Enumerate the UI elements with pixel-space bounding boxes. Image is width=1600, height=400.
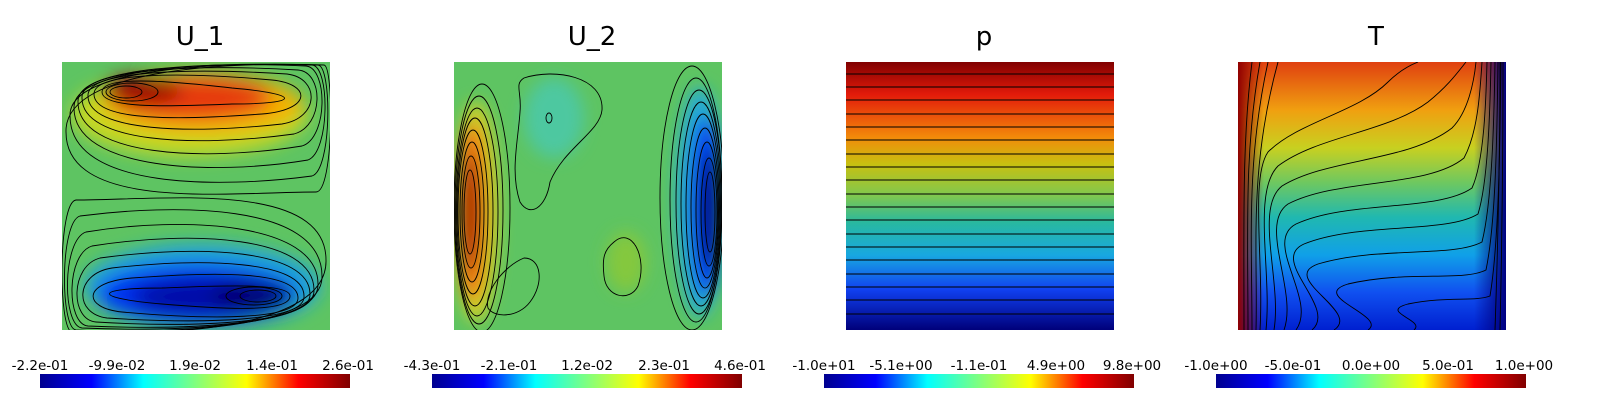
colorbar-ticks: -4.3e-01 -2.1e-01 1.2e-02 2.3e-01 4.6e-0… <box>402 358 782 374</box>
colorbar-tick-label: -5.1e+00 <box>869 358 933 374</box>
panel-title: U_1 <box>175 22 225 52</box>
colorbar-ticks: -1.0e+01 -5.1e+00 -1.1e-01 4.9e+00 9.8e+… <box>792 358 1174 374</box>
colorbar-tick-label: -2.2e-01 <box>11 358 69 374</box>
heatmap-svg-u1 <box>62 62 330 330</box>
colorbar-tick-label: 5.0e-01 <box>1422 358 1474 374</box>
heatmap-plot <box>62 62 330 330</box>
colorbar-tick-label: 0.0e+00 <box>1341 358 1401 374</box>
colorbar-tick-label: 2.3e-01 <box>638 358 690 374</box>
colorbar-tick-label: -9.9e-02 <box>88 358 146 374</box>
colorbar-ticks: -2.2e-01 -9.9e-02 1.9e-02 1.4e-01 2.6e-0… <box>10 358 390 374</box>
panel-u2: U_2 <box>392 0 792 400</box>
colorbar-tick-label: 2.6e-01 <box>322 358 374 374</box>
panel-p: p <box>784 0 1184 400</box>
heatmap-plot <box>846 62 1114 330</box>
colorbar-tick-label: 9.8e+00 <box>1102 358 1162 374</box>
colorbar-tick-label: 4.9e+00 <box>1026 358 1086 374</box>
colorbar <box>824 374 1134 388</box>
colorbar-tick-label: -1.0e+01 <box>792 358 856 374</box>
colorbar-tick-label: -1.1e-01 <box>950 358 1008 374</box>
colorbar-tick-label: 1.0e+00 <box>1494 358 1554 374</box>
heatmap-plot <box>454 62 722 330</box>
panel-title: T <box>1368 22 1384 52</box>
colorbar-tick-label: -2.1e-01 <box>480 358 538 374</box>
heatmap-svg-u2 <box>454 62 722 330</box>
panel-t: T <box>1176 0 1576 400</box>
panel-title: U_2 <box>567 22 617 52</box>
panel-u1: U_1 <box>0 0 400 400</box>
colorbar <box>432 374 742 388</box>
heatmap-plot <box>1238 62 1506 330</box>
heatmap-svg-p <box>846 62 1114 330</box>
colorbar <box>1216 374 1526 388</box>
colorbar-ticks: -1.0e+00 -5.0e-01 0.0e+00 5.0e-01 1.0e+0… <box>1184 358 1566 374</box>
colorbar-tick-label: 1.9e-02 <box>169 358 221 374</box>
heatmap-svg-t <box>1238 62 1506 330</box>
colorbar-tick-label: 4.6e-01 <box>714 358 766 374</box>
colorbar-tick-label: 1.4e-01 <box>246 358 298 374</box>
colorbar <box>40 374 350 388</box>
colorbar-tick-label: -1.0e+00 <box>1184 358 1248 374</box>
colorbar-tick-label: -5.0e-01 <box>1264 358 1322 374</box>
colorbar-tick-label: 1.2e-02 <box>561 358 613 374</box>
panel-title: p <box>975 22 993 52</box>
colorbar-tick-label: -4.3e-01 <box>403 358 461 374</box>
